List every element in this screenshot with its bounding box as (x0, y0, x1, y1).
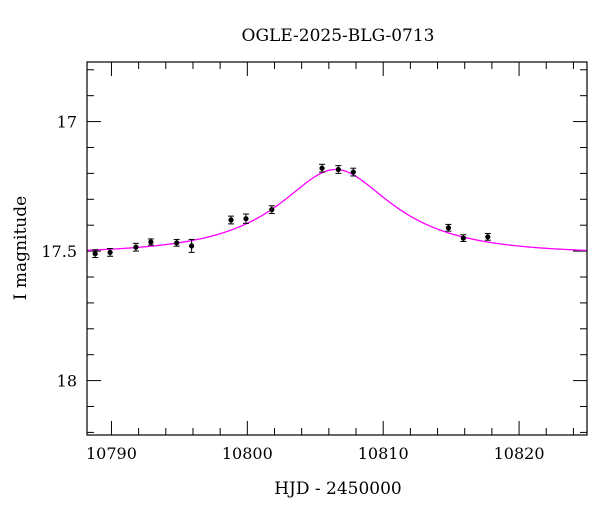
data-point (268, 205, 275, 215)
point-marker (228, 217, 234, 223)
data-point (107, 248, 114, 257)
x-tick-label: 10800 (222, 444, 273, 463)
point-marker (460, 235, 466, 241)
point-marker (243, 216, 249, 222)
point-marker (269, 207, 275, 213)
point-marker (133, 244, 139, 250)
model-curve (86, 168, 588, 252)
data-point (242, 213, 249, 224)
data-point (188, 238, 195, 253)
y-tick-label: 17.5 (41, 242, 77, 261)
point-marker (92, 251, 98, 257)
data-point (335, 165, 342, 174)
point-marker (107, 249, 113, 255)
data-points (92, 163, 491, 259)
data-point (92, 249, 99, 259)
data-point (445, 223, 452, 232)
data-point (484, 232, 491, 241)
point-marker (445, 225, 452, 231)
x-tick-label: 10790 (86, 444, 137, 463)
point-marker (189, 243, 195, 249)
data-point (147, 238, 154, 246)
point-marker (350, 169, 356, 175)
data-point (173, 238, 180, 247)
point-marker (174, 240, 180, 246)
data-point (319, 163, 326, 173)
y-axis-label: I magnitude (11, 196, 31, 300)
x-axis-label: HJD - 2450000 (274, 479, 402, 499)
point-marker (319, 165, 325, 171)
axis-ticks (87, 62, 587, 435)
tick-labels: 10790 10800 10810 10820 17 17.5 18 (41, 113, 544, 463)
point-marker (335, 166, 341, 173)
x-tick-label: 10810 (358, 444, 409, 463)
x-tick-label: 10820 (494, 444, 545, 463)
data-point (460, 234, 467, 243)
data-point (350, 167, 357, 177)
data-point (228, 215, 235, 225)
y-tick-label: 18 (57, 372, 77, 391)
plot-frame (86, 61, 588, 436)
point-marker (485, 234, 491, 240)
point-marker (148, 239, 154, 245)
y-tick-label: 17 (57, 113, 77, 132)
chart-title: OGLE-2025-BLG-0713 (242, 26, 435, 46)
data-point (132, 242, 139, 252)
